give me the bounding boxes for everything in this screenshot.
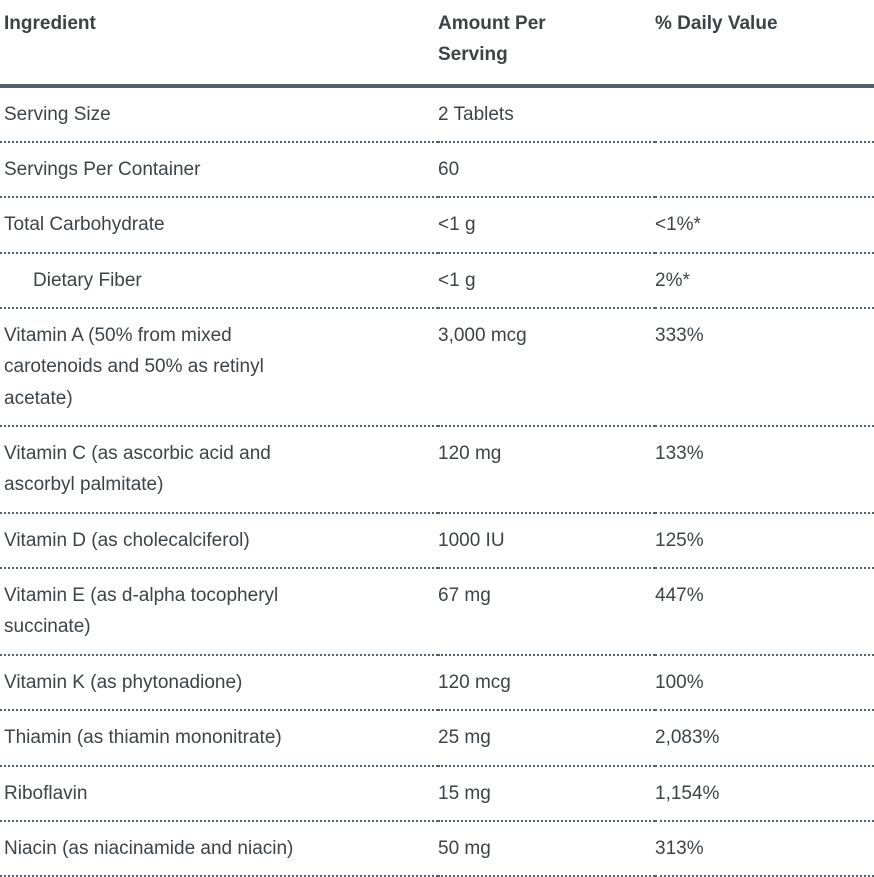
table-row: Vitamin A (50% from mixed carotenoids an…	[0, 308, 874, 428]
daily-value-cell	[655, 85, 874, 144]
daily-value-cell: 125%	[655, 512, 874, 570]
amount-cell: 25 mg	[438, 710, 655, 767]
amount-cell: 50 mg	[438, 820, 655, 877]
table-row: Vitamin D (as cholecalciferol) 1000 IU 1…	[0, 512, 874, 570]
amount-cell: <1 g	[438, 252, 655, 310]
table-header: Ingredient Amount Per Serving % Daily Va…	[0, 0, 874, 88]
table-row: Thiamin (as thiamin mononitrate) 25 mg 2…	[0, 710, 874, 767]
daily-value-cell: 313%	[655, 820, 874, 877]
table-row: Vitamin C (as ascorbic acid and ascorbyl…	[0, 426, 874, 514]
table-row: Vitamin E (as d-alpha tocopheryl succina…	[0, 568, 874, 656]
ingredient-cell: Serving Size	[0, 85, 438, 144]
table-row: Niacin (as niacinamide and niacin) 50 mg…	[0, 820, 874, 877]
ingredient-cell: Dietary Fiber	[0, 252, 438, 310]
ingredient-cell: Thiamin (as thiamin mononitrate)	[0, 710, 438, 767]
daily-value-cell	[655, 142, 874, 199]
daily-value-cell: 2%*	[655, 252, 874, 310]
table-row: Riboflavin 15 mg 1,154%	[0, 765, 874, 822]
ingredient-cell: Vitamin E (as d-alpha tocopheryl succina…	[0, 568, 438, 656]
daily-value-cell: <1%*	[655, 197, 874, 254]
daily-value-cell: 447%	[655, 568, 874, 656]
amount-cell: 3,000 mcg	[438, 308, 655, 428]
table-row: Servings Per Container 60	[0, 142, 874, 199]
ingredient-cell: Vitamin C (as ascorbic acid and ascorbyl…	[0, 426, 438, 514]
amount-cell: 1000 IU	[438, 512, 655, 570]
table-row: Vitamin K (as phytonadione) 120 mcg 100%	[0, 654, 874, 712]
amount-cell: 2 Tablets	[438, 85, 655, 144]
amount-cell: 67 mg	[438, 568, 655, 656]
column-header-amount: Amount Per Serving	[438, 0, 655, 88]
daily-value-cell: 2,083%	[655, 710, 874, 767]
ingredient-cell: Riboflavin	[0, 765, 438, 822]
column-header-daily-value: % Daily Value	[655, 0, 874, 88]
amount-cell: 15 mg	[438, 765, 655, 822]
header-row: Ingredient Amount Per Serving % Daily Va…	[0, 0, 874, 88]
ingredient-cell: Vitamin K (as phytonadione)	[0, 654, 438, 712]
table-row: Dietary Fiber <1 g 2%*	[0, 252, 874, 310]
daily-value-cell: 1,154%	[655, 765, 874, 822]
column-header-ingredient: Ingredient	[0, 0, 438, 88]
table-row: Total Carbohydrate <1 g <1%*	[0, 197, 874, 254]
ingredient-cell: Vitamin D (as cholecalciferol)	[0, 512, 438, 570]
ingredient-cell: Servings Per Container	[0, 142, 438, 199]
daily-value-cell: 333%	[655, 308, 874, 428]
daily-value-cell: 133%	[655, 426, 874, 514]
amount-cell: 120 mg	[438, 426, 655, 514]
ingredient-cell: Vitamin A (50% from mixed carotenoids an…	[0, 308, 438, 428]
amount-cell: <1 g	[438, 197, 655, 254]
ingredient-cell: Niacin (as niacinamide and niacin)	[0, 820, 438, 877]
table-row: Serving Size 2 Tablets	[0, 85, 874, 144]
amount-cell: 120 mcg	[438, 654, 655, 712]
ingredient-cell: Total Carbohydrate	[0, 197, 438, 254]
table-body: Serving Size 2 Tablets Servings Per Cont…	[0, 85, 874, 877]
amount-cell: 60	[438, 142, 655, 199]
daily-value-cell: 100%	[655, 654, 874, 712]
